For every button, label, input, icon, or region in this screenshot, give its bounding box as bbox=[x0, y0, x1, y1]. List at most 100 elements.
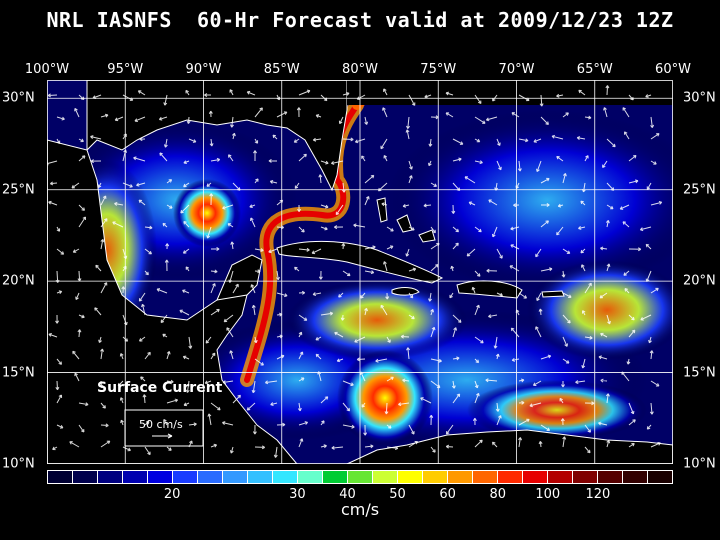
velocity-arrow bbox=[509, 265, 520, 272]
velocity-arrow bbox=[535, 326, 542, 338]
velocity-arrow bbox=[518, 292, 528, 299]
longitude-label: 60°W bbox=[655, 62, 691, 77]
velocity-arrow bbox=[56, 138, 61, 145]
velocity-arrow bbox=[297, 402, 302, 412]
velocity-arrow bbox=[562, 248, 571, 254]
colorbar-segment bbox=[523, 471, 548, 483]
velocity-arrow bbox=[230, 241, 235, 250]
velocity-arrow bbox=[140, 376, 146, 382]
velocity-arrow bbox=[100, 440, 111, 448]
velocity-arrow bbox=[380, 304, 388, 316]
velocity-arrow bbox=[598, 421, 608, 426]
velocity-arrow bbox=[361, 402, 366, 408]
longitude-label: 85°W bbox=[263, 62, 300, 77]
velocity-arrow bbox=[342, 270, 351, 277]
velocity-arrow bbox=[182, 355, 190, 360]
velocity-arrow bbox=[560, 418, 565, 426]
velocity-arrow bbox=[383, 155, 388, 162]
velocity-arrow bbox=[361, 155, 366, 162]
velocity-arrow bbox=[298, 247, 310, 252]
latitude-label-right: 20°N bbox=[683, 273, 716, 289]
velocity-arrow bbox=[451, 380, 456, 389]
velocity-arrow bbox=[474, 439, 483, 448]
velocity-arrow bbox=[650, 200, 663, 206]
velocity-arrow bbox=[75, 292, 80, 301]
velocity-arrow bbox=[381, 202, 388, 207]
velocity-arrow bbox=[405, 129, 410, 140]
velocity-arrow bbox=[474, 116, 486, 124]
velocity-arrow bbox=[209, 138, 214, 147]
velocity-arrow bbox=[645, 94, 652, 98]
velocity-arrow bbox=[649, 350, 654, 360]
velocity-arrow bbox=[320, 204, 329, 209]
velocity-arrow bbox=[252, 424, 257, 435]
velocity-arrow bbox=[364, 174, 375, 184]
latitude-label-left: 10°N bbox=[2, 456, 35, 472]
velocity-arrow bbox=[491, 441, 498, 448]
velocity-arrow bbox=[320, 420, 325, 426]
caribbean-eddy bbox=[337, 350, 433, 446]
velocity-arrow bbox=[556, 155, 564, 162]
velocity-arrow bbox=[405, 248, 410, 257]
latitude-label-right: 30°N bbox=[683, 90, 716, 106]
velocity-arrow bbox=[204, 93, 212, 98]
velocity-arrow bbox=[380, 138, 388, 150]
velocity-arrow bbox=[584, 335, 593, 340]
velocity-arrow bbox=[100, 348, 105, 360]
velocity-arrow bbox=[165, 243, 170, 250]
velocity-arrow bbox=[535, 248, 542, 258]
latitude-label-left: 15°N bbox=[2, 365, 35, 381]
velocity-arrow bbox=[511, 112, 520, 118]
velocity-arrow bbox=[334, 225, 344, 230]
velocity-arrow bbox=[182, 289, 190, 294]
velocity-arrow bbox=[139, 336, 146, 342]
velocity-arrow bbox=[386, 336, 391, 343]
velocity-arrow bbox=[451, 204, 456, 214]
velocity-arrow bbox=[445, 424, 454, 435]
velocity-arrow bbox=[298, 351, 304, 360]
velocity-arrow bbox=[511, 357, 520, 362]
velocity-arrow bbox=[78, 155, 86, 162]
velocity-arrow bbox=[424, 94, 432, 99]
velocity-arrow bbox=[562, 112, 569, 118]
colorbar-tick-label: 80 bbox=[489, 487, 506, 502]
velocity-arrow bbox=[383, 88, 388, 96]
velocity-arrow bbox=[408, 94, 416, 106]
velocity-arrow bbox=[452, 356, 460, 361]
velocity-arrow bbox=[428, 160, 432, 167]
velocity-arrow bbox=[205, 336, 212, 344]
velocity-arrow bbox=[619, 204, 630, 210]
velocity-arrow bbox=[210, 269, 218, 274]
velocity-arrow bbox=[222, 204, 234, 210]
velocity-arrow bbox=[223, 314, 234, 323]
speed-colorbar bbox=[47, 470, 673, 484]
velocity-arrow bbox=[296, 107, 301, 118]
velocity-arrow bbox=[144, 270, 149, 276]
velocity-arrow bbox=[183, 220, 190, 228]
velocity-arrow bbox=[90, 159, 102, 164]
velocity-arrow bbox=[408, 160, 413, 170]
velocity-arrow bbox=[599, 292, 608, 299]
gulf-eddy bbox=[173, 179, 241, 247]
velocity-arrow bbox=[52, 446, 58, 451]
velocity-arrow bbox=[398, 402, 410, 407]
velocity-arrow bbox=[406, 116, 410, 129]
velocity-arrow bbox=[474, 94, 482, 105]
velocity-arrow bbox=[183, 160, 190, 165]
velocity-arrow bbox=[496, 138, 501, 146]
latitude-label-left: 25°N bbox=[2, 182, 35, 198]
velocity-arrow bbox=[536, 292, 542, 301]
velocity-arrow bbox=[529, 402, 542, 408]
velocity-arrow bbox=[56, 116, 65, 121]
longitude-label: 70°W bbox=[498, 62, 535, 77]
velocity-arrow bbox=[338, 116, 344, 125]
velocity-arrow bbox=[408, 292, 414, 299]
colorbar-segment bbox=[273, 471, 298, 483]
velocity-arrow bbox=[264, 380, 278, 385]
velocity-arrow bbox=[603, 107, 608, 118]
colorbar-tick-label: 60 bbox=[439, 487, 456, 502]
velocity-arrow bbox=[539, 94, 544, 107]
velocity-arrow bbox=[474, 138, 481, 143]
velocity-arrow bbox=[584, 155, 589, 162]
colorbar-segment bbox=[623, 471, 648, 483]
